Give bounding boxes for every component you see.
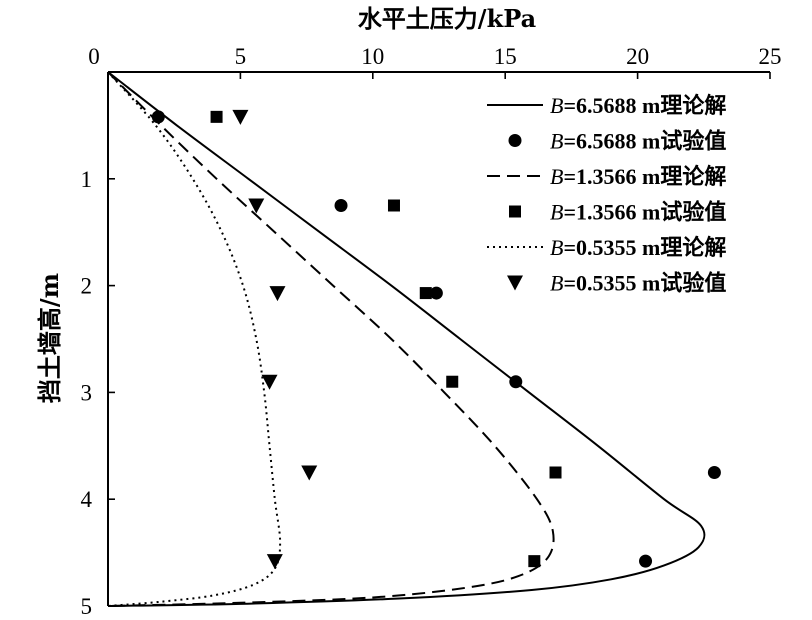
- y-tick-label-1: 1: [81, 167, 93, 192]
- series-5-point-0: [232, 109, 249, 125]
- legend-item-2: B=1.3566 m理论解: [487, 164, 726, 189]
- legend-marker-1: [508, 134, 522, 147]
- legend-label-5: B=0.5355 m试验值: [550, 271, 726, 296]
- x-tick-label-5: 5: [235, 44, 247, 69]
- series-5: [232, 109, 318, 570]
- legend-label-2-unit: m: [637, 164, 661, 189]
- series-3-point-3: [446, 375, 459, 388]
- series-5-point-4: [301, 465, 318, 481]
- legend-label-4-value: =0.5355: [563, 235, 636, 260]
- legend-label-1: B=6.5688 m试验值: [550, 129, 726, 154]
- legend-label-1-var: B: [550, 129, 563, 154]
- series-layer: [107, 71, 721, 607]
- legend-label-1-unit: m: [637, 129, 661, 154]
- series-1-point-2: [429, 286, 443, 300]
- x-tick-label-25: 25: [759, 44, 782, 69]
- legend-label-1-desc: 试验值: [660, 129, 726, 154]
- series-2: [107, 71, 555, 607]
- legend-label-0-desc: 理论解: [660, 93, 726, 118]
- series-3-point-1: [387, 199, 400, 212]
- legend-label-2: B=1.3566 m理论解: [550, 164, 726, 189]
- series-3: [210, 110, 562, 568]
- legend-label-2-desc: 理论解: [660, 164, 726, 189]
- legend-label-5-var: B: [550, 271, 563, 296]
- legend-item-4: B=0.5355 m理论解: [487, 235, 726, 260]
- y-tick-label-2: 2: [81, 274, 93, 299]
- series-0: [107, 71, 706, 607]
- series-5-point-1: [248, 198, 265, 214]
- series-3-point-5: [528, 555, 541, 568]
- legend-label-4-var: B: [550, 235, 563, 260]
- legend-label-5-value: =0.5355: [563, 271, 636, 296]
- legend-label-1-value: =6.5688: [563, 129, 636, 154]
- series-2-dashed-line: [107, 71, 555, 607]
- legend-label-4-desc: 理论解: [660, 235, 726, 260]
- legend-label-3-unit: m: [637, 200, 661, 225]
- x-tick-label-0: 0: [88, 44, 100, 69]
- legend-label-0-unit: m: [637, 93, 661, 118]
- legend-label-0-value: =6.5688: [563, 93, 636, 118]
- axes: [107, 71, 770, 606]
- x-tick-label-15: 15: [494, 44, 517, 69]
- legend-label-0: B=6.5688 m理论解: [550, 93, 726, 118]
- y-axis-title: 挡土墙高/m: [35, 273, 64, 403]
- series-1-point-5: [639, 554, 653, 568]
- y-tick-label-3: 3: [81, 380, 93, 405]
- series-4: [107, 71, 282, 607]
- series-3-point-4: [549, 466, 562, 479]
- legend-label-4: B=0.5355 m理论解: [550, 235, 726, 260]
- x-axis-title: 水平土压力/kPa: [358, 4, 536, 33]
- series-1: [151, 110, 721, 568]
- x-tick-label-20: 20: [626, 44, 649, 69]
- series-0-solid-line: [107, 71, 706, 607]
- y-tick-label-4: 4: [81, 487, 93, 512]
- series-5-point-3: [261, 374, 278, 390]
- series-1-point-3: [509, 375, 523, 389]
- legend-label-4-unit: m: [637, 235, 661, 260]
- legend-label-3-desc: 试验值: [660, 200, 726, 225]
- series-3-point-2: [419, 287, 432, 300]
- legend-label-5-unit: m: [637, 271, 661, 296]
- series-3-point-0: [210, 110, 223, 123]
- series-1-point-4: [707, 466, 721, 479]
- legend-label-2-var: B: [550, 164, 563, 189]
- legend-label-3: B=1.3566 m试验值: [550, 200, 726, 225]
- legend-label-2-value: =1.3566: [563, 164, 636, 189]
- series-4-dotted-line: [107, 71, 282, 607]
- legend-item-1: B=6.5688 m试验值: [508, 129, 726, 154]
- legend-label-0-var: B: [550, 93, 563, 118]
- legend-label-3-value: =1.3566: [563, 200, 636, 225]
- legend-item-0: B=6.5688 m理论解: [487, 93, 726, 118]
- legend-marker-5: [507, 275, 523, 291]
- y-tick-label-5: 5: [81, 594, 93, 619]
- series-5-point-2: [269, 286, 286, 302]
- series-5-point-5: [266, 554, 283, 570]
- legend-label-3-var: B: [550, 200, 563, 225]
- legend-item-5: B=0.5355 m试验值: [507, 271, 726, 296]
- series-1-point-1: [334, 199, 348, 212]
- legend-item-3: B=1.3566 m试验值: [509, 200, 726, 225]
- x-tick-label-10: 10: [361, 44, 384, 69]
- legend-marker-3: [509, 205, 521, 218]
- legend-label-5-desc: 试验值: [660, 271, 726, 296]
